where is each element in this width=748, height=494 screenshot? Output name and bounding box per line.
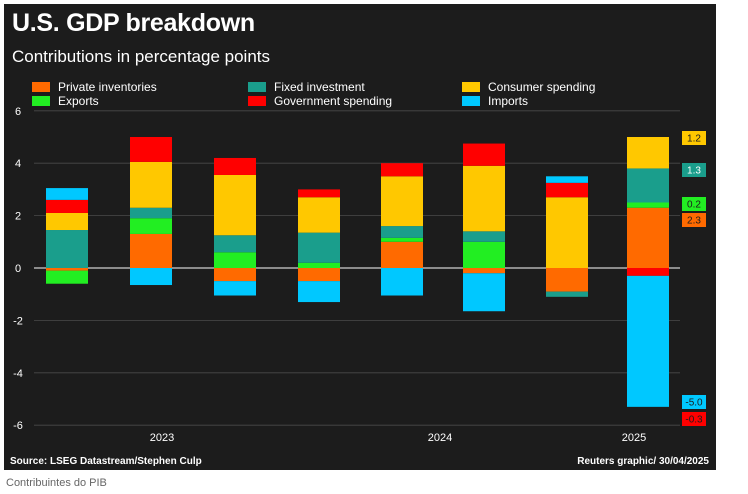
image-caption: Contribuintes do PIB [6,477,107,489]
bar-fixed-investment [46,230,88,268]
bar-consumer-spending [463,165,505,232]
bar-consumer-spending [627,137,669,169]
legend-item-imports: Imports [462,94,528,108]
legend-label-fixed-investment: Fixed investment [274,80,365,94]
value-label-box-exports [682,197,706,211]
bar-fixed-investment [463,231,505,242]
graphic-credit: Reuters graphic/ 30/04/2025 [577,456,709,467]
bar-government-spending [381,163,423,177]
bar-exports [214,252,256,268]
legend-item-exports: Exports [32,94,99,108]
bar-government-spending [298,189,340,198]
y-tick-label: -4 [13,368,23,380]
legend-swatch-private-inventories [32,82,50,92]
bar-imports [627,275,669,407]
legend-item-fixed-investment: Fixed investment [248,80,365,94]
bar-fixed-investment [546,291,588,297]
bar-government-spending [214,157,256,175]
bar-private-inventories [130,233,172,268]
legend-label-private-inventories: Private inventories [58,80,157,94]
y-tick-label: -6 [13,420,23,432]
bar-government-spending [627,268,669,276]
legend-swatch-fixed-investment [248,82,266,92]
bar-consumer-spending [381,176,423,227]
value-label-fixed-investment: 1.3 [687,166,701,177]
legend-swatch-consumer-spending [462,82,480,92]
bar-imports [214,281,256,296]
bar-private-inventories [46,268,88,271]
value-label-box-consumer-spending [682,131,706,145]
bar-government-spending [546,182,588,198]
bar-exports [46,270,88,284]
bar-exports [130,218,172,234]
x-tick-label-2023: 2023 [150,432,174,444]
legend-label-government-spending: Government spending [274,94,393,108]
bar-exports [627,202,669,208]
legend-swatch-imports [462,96,480,106]
legend-label-imports: Imports [488,94,529,108]
y-tick-label: -2 [13,315,23,327]
bar-government-spending [463,143,505,166]
y-tick-label: 4 [15,158,21,170]
bar-fixed-investment [298,232,340,263]
bar-fixed-investment [130,207,172,219]
bar-fixed-investment [214,235,256,253]
bar-consumer-spending [214,174,256,236]
bar-consumer-spending [46,212,88,231]
chart-subtitle: Contributions in percentage points [12,47,270,66]
bar-exports [381,237,423,242]
bar-fixed-investment [627,168,669,203]
source-note: Source: LSEG Datastream/Stephen Culp [10,456,202,467]
bar-imports [130,268,172,286]
bar-imports [546,176,588,183]
chart-plot: 6 4 2 0 -2 -4 -6 2023 2024 2025 1.2 1.3 0.2 2.3 -5.0 -0… [13,106,706,444]
legend-swatch-government-spending [248,96,266,106]
bar-private-inventories [381,241,423,268]
legend-label-exports: Exports [58,94,99,108]
legend-swatch-exports [32,96,50,106]
chart-title: U.S. GDP breakdown [12,9,255,37]
value-label-box-fixed-investment [682,163,706,177]
bar-private-inventories [546,268,588,292]
y-tick-label: 0 [15,263,21,275]
bar-imports [463,273,505,312]
bar-consumer-spending [130,161,172,208]
bar-consumer-spending [546,197,588,268]
legend-item-private-inventories: Private inventories [32,80,157,94]
value-label-imports: -5.0 [685,398,703,409]
value-label-government-spending: -0.3 [685,415,703,426]
bar-fixed-investment [381,226,423,238]
bar-imports [298,281,340,303]
value-label-consumer-spending: 1.2 [687,134,701,145]
bar-exports [298,262,340,268]
legend-label-consumer-spending: Consumer spending [488,80,596,94]
bar-government-spending [130,137,172,162]
legend-item-government-spending: Government spending [248,94,392,108]
bar-imports [46,188,88,200]
bar-government-spending [46,199,88,213]
y-tick-label: 6 [15,106,21,118]
y-tick-label: 2 [15,211,21,223]
bar-private-inventories [463,268,505,274]
value-label-exports: 0.2 [687,200,701,211]
bar-imports [381,268,423,296]
value-label-box-imports [682,395,706,409]
bar-exports [463,241,505,268]
x-tick-label-2024: 2024 [428,432,452,444]
value-label-box-government-spending [682,412,706,426]
bar-consumer-spending [298,197,340,233]
chart-panel: U.S. GDP breakdown Contributions in perc… [4,4,716,470]
bar-private-inventories [627,207,669,268]
legend-item-consumer-spending: Consumer spending [462,80,595,94]
value-label-private-inventories: 2.3 [687,216,701,227]
bar-private-inventories [298,268,340,282]
value-label-box-private-inventories [682,213,706,227]
x-tick-label-2025: 2025 [622,432,646,444]
bar-private-inventories [214,268,256,282]
